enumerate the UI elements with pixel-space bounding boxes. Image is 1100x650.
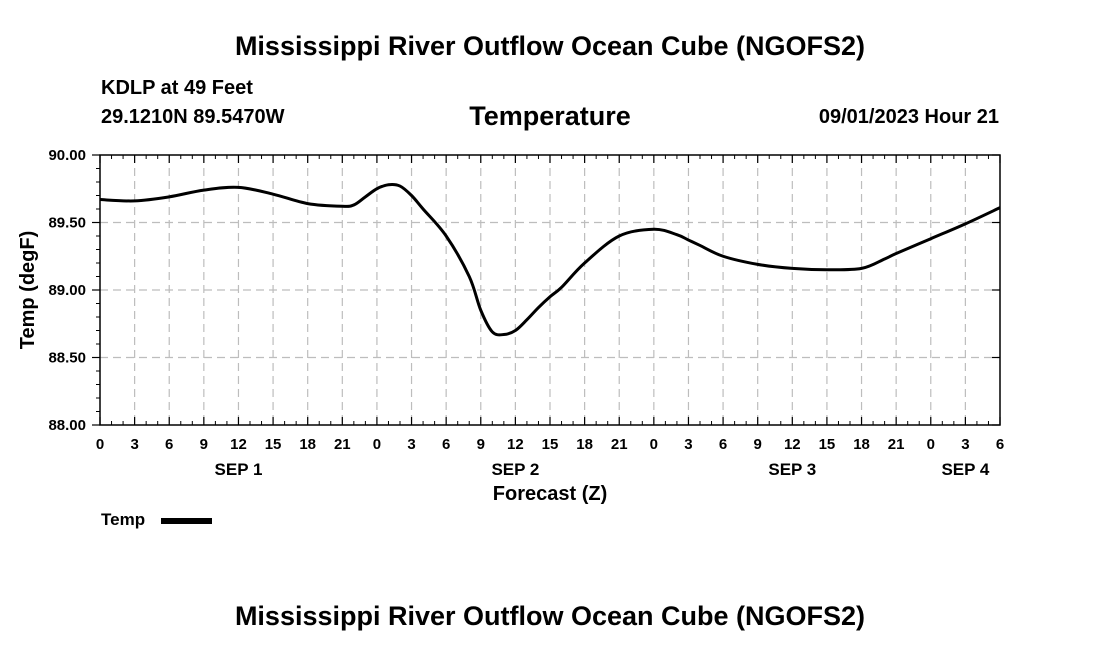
- day-label: SEP 1: [215, 460, 263, 479]
- x-tick-label: 3: [130, 436, 138, 453]
- x-tick-label: 18: [576, 436, 593, 453]
- y-tick-label: 88.50: [48, 350, 86, 367]
- x-tick-label: 15: [819, 436, 836, 453]
- page-title-bottom: Mississippi River Outflow Ocean Cube (NG…: [234, 601, 866, 631]
- x-tick-label: 21: [888, 436, 905, 453]
- x-tick-label: 12: [230, 436, 247, 453]
- y-tick-label: 88.00: [48, 417, 86, 434]
- legend-label: Temp: [101, 510, 145, 529]
- x-tick-label: 3: [407, 436, 415, 453]
- legend: Temp: [101, 510, 212, 529]
- grid-lines: [100, 155, 1000, 425]
- series-layer: [99, 182, 1001, 337]
- day-label: SEP 2: [491, 460, 539, 479]
- x-tick-label: 9: [754, 436, 762, 453]
- x-tick-label: 18: [299, 436, 316, 453]
- x-tick-label: 6: [165, 436, 173, 453]
- x-tick-label: 21: [334, 436, 351, 453]
- x-tick-label: 3: [961, 436, 969, 453]
- x-tick-label: 21: [611, 436, 628, 453]
- axis-labels: 0 3 6 9 12 15 18 21 0 3 6 9 12 15 18 21 0 3 6 9 12 15 18 21 0 3 6 8…: [48, 147, 1004, 479]
- x-tick-label: 15: [542, 436, 559, 453]
- y-axis-label: Temp (degF): [17, 231, 39, 350]
- station-coordinates: 29.1210N 89.5470W: [101, 106, 285, 128]
- x-tick-label: 0: [373, 436, 381, 453]
- temp-series-line: [99, 182, 1001, 337]
- chart-title: Temperature: [469, 101, 631, 131]
- x-axis-label: Forecast (Z): [493, 483, 607, 505]
- x-tick-label: 6: [719, 436, 727, 453]
- x-tick-label: 6: [442, 436, 450, 453]
- day-label: SEP 4: [941, 460, 989, 479]
- x-tick-label: 0: [927, 436, 935, 453]
- x-tick-label: 18: [853, 436, 870, 453]
- plot-frame: [99, 154, 1001, 426]
- x-tick-label: 3: [684, 436, 692, 453]
- day-label: SEP 3: [768, 460, 816, 479]
- x-tick-label: 0: [650, 436, 658, 453]
- page-title: Mississippi River Outflow Ocean Cube (NG…: [234, 31, 866, 61]
- y-tick-label: 89.50: [48, 215, 86, 232]
- y-tick-label: 90.00: [48, 147, 86, 164]
- temperature-chart: 0 3 6 9 12 15 18 21 0 3 6 9 12 15 18 21 0 3 6 9 12 15 18 21 0 3 6 8…: [17, 147, 1004, 529]
- x-tick-label: 6: [996, 436, 1004, 453]
- x-tick-label: 0: [96, 436, 104, 453]
- x-tick-label: 15: [265, 436, 282, 453]
- y-tick-label: 89.00: [48, 282, 86, 299]
- x-tick-label: 9: [477, 436, 485, 453]
- x-tick-label: 9: [200, 436, 208, 453]
- x-tick-label: 12: [507, 436, 524, 453]
- station-name: KDLP at 49 Feet: [101, 77, 253, 99]
- x-tick-label: 12: [784, 436, 801, 453]
- forecast-run-time: 09/01/2023 Hour 21: [818, 106, 999, 128]
